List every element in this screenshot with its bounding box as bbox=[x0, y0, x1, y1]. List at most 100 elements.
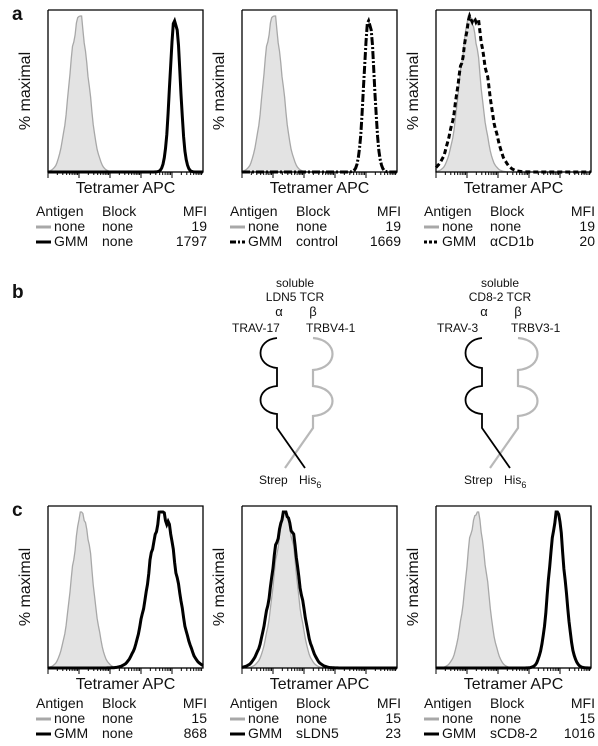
alpha-chain bbox=[259, 337, 306, 469]
x-axis-label: Tetramer APC bbox=[76, 676, 176, 693]
legend-block: αCD1b bbox=[490, 233, 534, 249]
legend-header-antigen: Antigen bbox=[36, 203, 83, 219]
legend-block: sLDN5 bbox=[296, 725, 339, 741]
x-axis-label: Tetramer APC bbox=[464, 180, 564, 197]
his-tag-subscript: 6 bbox=[521, 480, 526, 490]
x-axis-ticks bbox=[435, 668, 591, 674]
x-axis-label: Tetramer APC bbox=[270, 676, 370, 693]
legend-mfi: 19 bbox=[579, 218, 595, 234]
legend-antigen: none bbox=[248, 710, 279, 726]
alpha-label: α bbox=[275, 304, 283, 319]
legend-header-mfi: MFI bbox=[571, 203, 595, 219]
histogram-c1: % maximal Tetramer APC Antigen Block MFI none… bbox=[17, 505, 207, 741]
legend-block: sCD8-2 bbox=[490, 725, 538, 741]
panel-label-a: a bbox=[12, 4, 23, 25]
legend-antigen: GMM bbox=[248, 725, 282, 741]
plot-frame bbox=[435, 9, 592, 173]
legend-header-block: Block bbox=[490, 695, 525, 711]
alpha-chain bbox=[464, 337, 511, 469]
legend-antigen: none bbox=[54, 710, 85, 726]
histogram-a1: % maximal Tetramer APC Antigen Block MFI none… bbox=[17, 9, 207, 249]
plot-frame bbox=[47, 505, 204, 669]
beta-label: β bbox=[309, 304, 316, 319]
legend-antigen: none bbox=[248, 218, 279, 234]
plot-frame bbox=[241, 9, 398, 173]
plot-frame bbox=[47, 9, 204, 173]
legend-header-antigen: Antigen bbox=[230, 695, 277, 711]
legend-header-block: Block bbox=[102, 695, 137, 711]
left-gene: TRAV-3 bbox=[437, 321, 478, 335]
y-axis-label: % maximal bbox=[405, 548, 422, 626]
tcr-title-top: soluble bbox=[481, 276, 519, 290]
alpha-label: α bbox=[480, 304, 488, 319]
legend-block: none bbox=[296, 710, 327, 726]
legend-header-antigen: Antigen bbox=[424, 203, 471, 219]
legend-antigen: GMM bbox=[54, 233, 88, 249]
legend-header-block: Block bbox=[490, 203, 525, 219]
x-axis-label: Tetramer APC bbox=[464, 676, 564, 693]
legend-header-mfi: MFI bbox=[183, 695, 207, 711]
beta-chain bbox=[284, 336, 334, 469]
his-tag: His6 bbox=[504, 473, 526, 490]
x-axis-label: Tetramer APC bbox=[270, 180, 370, 197]
legend-block: none bbox=[490, 710, 521, 726]
plot-frame bbox=[241, 505, 398, 669]
beta-chain bbox=[489, 336, 539, 469]
histogram-plots: % maximal Tetramer APC Antigen Block MFI none… bbox=[17, 9, 595, 741]
legend-antigen: GMM bbox=[248, 233, 282, 249]
right-gene: TRBV4-1 bbox=[306, 321, 356, 335]
legend-antigen: none bbox=[442, 218, 473, 234]
legend-mfi: 19 bbox=[385, 218, 401, 234]
legend-header-antigen: Antigen bbox=[36, 695, 83, 711]
tcr-title-top: soluble bbox=[276, 276, 314, 290]
control-histogram bbox=[435, 511, 591, 669]
legend-block: control bbox=[296, 233, 338, 249]
tcr-title-bottom: CD8-2 TCR bbox=[469, 290, 532, 304]
x-axis-ticks bbox=[241, 668, 397, 674]
legend-antigen: GMM bbox=[442, 725, 476, 741]
legend-block: none bbox=[296, 218, 327, 234]
tcr-title-bottom: LDN5 TCR bbox=[266, 290, 325, 304]
legend-header-block: Block bbox=[296, 203, 331, 219]
legend-header-mfi: MFI bbox=[377, 203, 401, 219]
legend-block: none bbox=[102, 725, 133, 741]
x-axis-ticks bbox=[47, 172, 203, 178]
legend-antigen: none bbox=[54, 218, 85, 234]
strep-tag: Strep bbox=[259, 473, 288, 487]
strep-tag: Strep bbox=[464, 473, 493, 487]
legend-antigen: GMM bbox=[442, 233, 476, 249]
y-axis-label: % maximal bbox=[17, 548, 34, 626]
legend-mfi: 20 bbox=[579, 233, 595, 249]
x-axis-ticks bbox=[241, 172, 397, 178]
legend-mfi: 15 bbox=[191, 710, 207, 726]
legend-block: none bbox=[102, 218, 133, 234]
panel-label-c: c bbox=[12, 500, 23, 521]
legend-mfi: 1669 bbox=[370, 233, 401, 249]
sample-histogram bbox=[434, 11, 591, 174]
legend-mfi: 15 bbox=[579, 710, 595, 726]
x-axis-label: Tetramer APC bbox=[76, 180, 176, 197]
legend-antigen: GMM bbox=[54, 725, 88, 741]
control-histogram bbox=[241, 511, 397, 669]
legend-mfi: 1016 bbox=[564, 725, 595, 741]
legend-header-block: Block bbox=[102, 203, 137, 219]
y-axis-label: % maximal bbox=[211, 52, 228, 130]
legend-header-antigen: Antigen bbox=[230, 203, 277, 219]
legend-header-mfi: MFI bbox=[571, 695, 595, 711]
y-axis-label: % maximal bbox=[211, 548, 228, 626]
his-tag-subscript: 6 bbox=[316, 480, 321, 490]
legend-header-mfi: MFI bbox=[377, 695, 401, 711]
legend-block: none bbox=[490, 218, 521, 234]
legend-block: none bbox=[102, 233, 133, 249]
histogram-c2: % maximal Tetramer APC Antigen Block MFI none… bbox=[211, 505, 401, 741]
legend-antigen: none bbox=[442, 710, 473, 726]
y-axis-label: % maximal bbox=[17, 52, 34, 130]
x-axis-ticks bbox=[435, 172, 591, 178]
y-axis-label: % maximal bbox=[405, 52, 422, 130]
right-gene: TRBV3-1 bbox=[511, 321, 561, 335]
legend-mfi: 19 bbox=[191, 218, 207, 234]
legend-mfi: 23 bbox=[385, 725, 401, 741]
